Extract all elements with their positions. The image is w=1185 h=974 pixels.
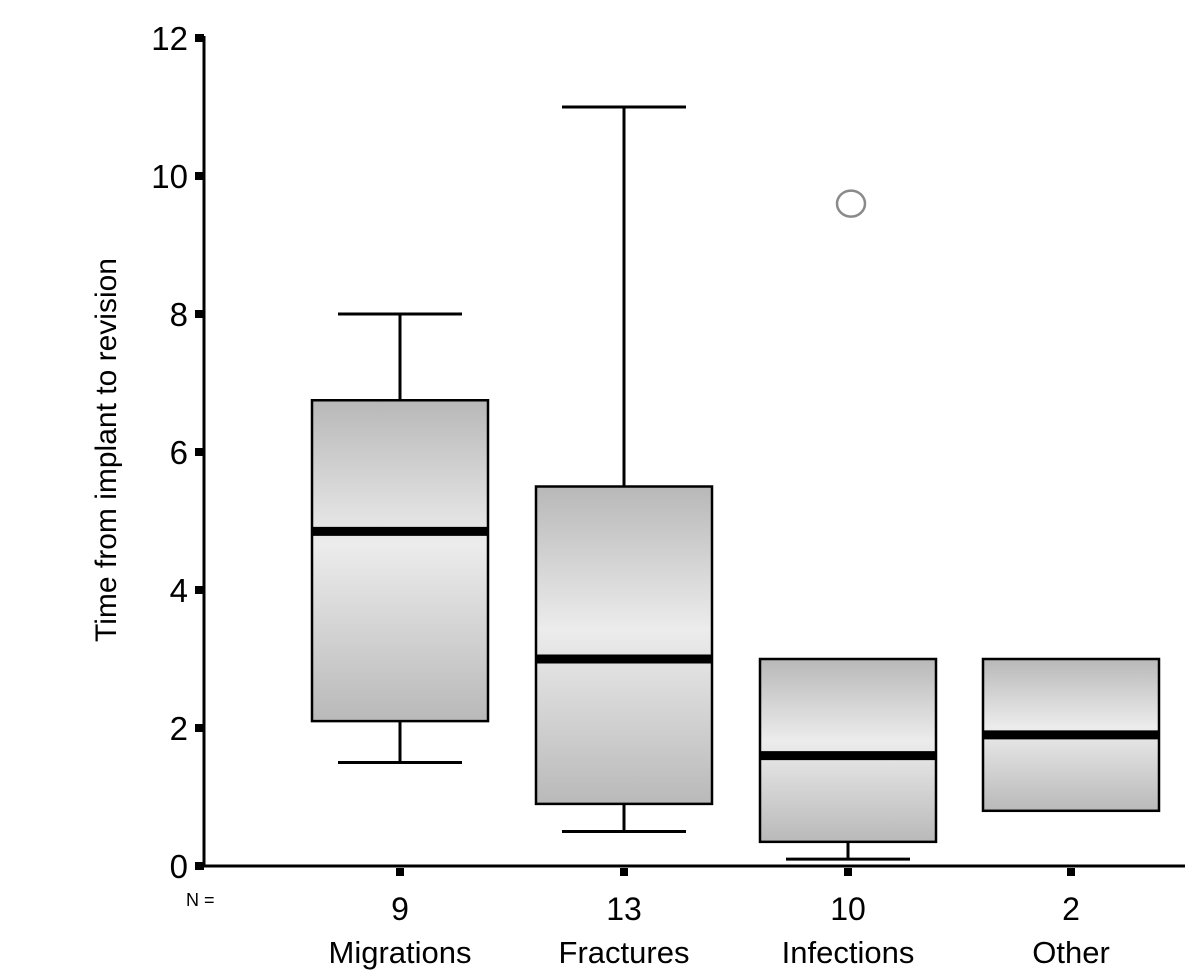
category-label: Other — [1032, 935, 1110, 970]
box-infections — [758, 189, 938, 861]
y-tick-label: 10 — [151, 158, 188, 195]
n-value-label: 10 — [830, 891, 866, 927]
y-tick — [195, 310, 204, 318]
n-value-label: 2 — [1062, 891, 1080, 927]
y-tick-label: 0 — [170, 848, 188, 885]
y-tick — [195, 724, 204, 732]
box-body — [758, 657, 938, 844]
y-tick — [195, 172, 204, 180]
x-tick — [396, 868, 404, 876]
y-tick-label: 2 — [170, 710, 188, 747]
box-other — [981, 657, 1161, 813]
y-tick-label: 12 — [151, 20, 188, 57]
n-value-label: 9 — [391, 891, 409, 927]
box-fractures — [534, 105, 714, 833]
y-tick-label: 6 — [170, 434, 188, 471]
box-migrations — [310, 312, 490, 764]
axes: 0 2 4 6 8 10 12 — [151, 20, 1185, 885]
category-label: Infections — [782, 935, 915, 970]
y-tick — [195, 586, 204, 594]
n-value-label: 13 — [606, 891, 642, 927]
box-body — [310, 399, 490, 723]
outlier-point — [835, 189, 867, 218]
n-prefix-label: N = — [186, 890, 215, 910]
category-label: Migrations — [329, 935, 472, 970]
x-tick — [1067, 868, 1075, 876]
category-label: Fractures — [559, 935, 690, 970]
y-tick — [195, 448, 204, 456]
y-tick — [195, 34, 204, 42]
labels: Time from implant to revision N = 9 Migra… — [90, 258, 1110, 970]
y-tick-label: 4 — [170, 572, 188, 609]
boxes — [310, 105, 1161, 861]
x-tick — [844, 868, 852, 876]
y-axis-label: Time from implant to revision — [90, 258, 123, 642]
x-tick — [620, 868, 628, 876]
y-tick-label: 8 — [170, 296, 188, 333]
box-body — [534, 485, 714, 806]
y-tick — [195, 862, 204, 870]
